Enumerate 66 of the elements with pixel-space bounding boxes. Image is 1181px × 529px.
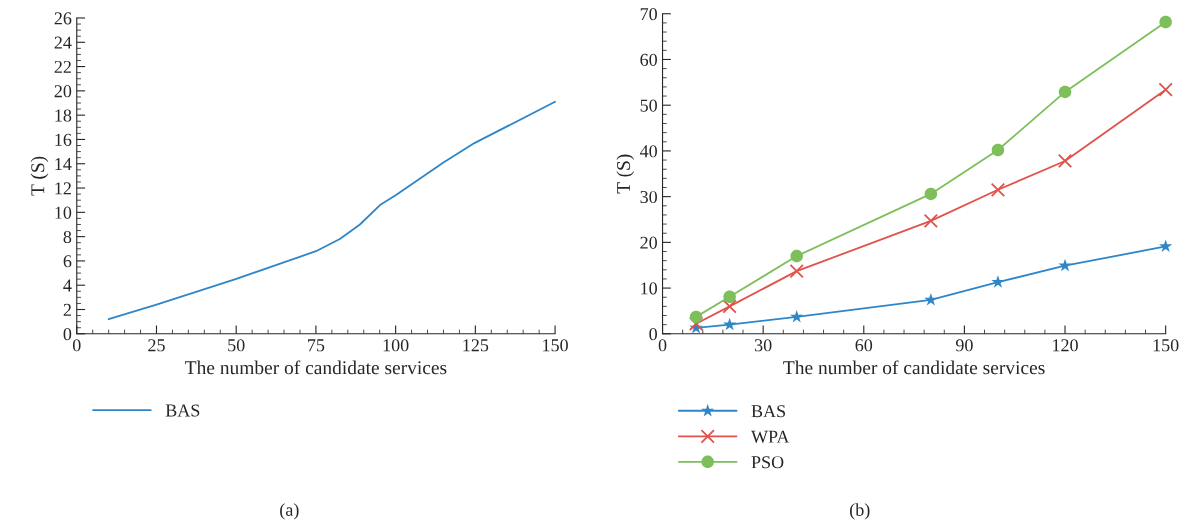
text: (a) bbox=[280, 503, 299, 520]
point bbox=[722, 299, 737, 314]
point bbox=[1058, 85, 1072, 99]
point bbox=[990, 182, 1006, 197]
point bbox=[688, 316, 704, 331]
y-tick-label: 12 bbox=[55, 182, 71, 195]
y-tick-label: 14 bbox=[55, 158, 72, 171]
x-tick-label: 0 bbox=[658, 339, 667, 352]
y-tick-label: 26 bbox=[54, 12, 72, 25]
y-tick-label: 20 bbox=[54, 85, 72, 98]
point bbox=[924, 293, 938, 306]
legend-label: WPA bbox=[751, 430, 790, 443]
y-tick-label: 4 bbox=[63, 279, 72, 292]
x-tick-label: 0 bbox=[72, 339, 81, 352]
point bbox=[790, 249, 803, 263]
y-tick-label: 40 bbox=[639, 145, 657, 158]
x-tick-label: 150 bbox=[543, 339, 568, 352]
line-series bbox=[107, 100, 556, 321]
y-tick-label: 70 bbox=[640, 8, 657, 21]
y-tick-label: 30 bbox=[640, 190, 657, 204]
y-tick-label: 10 bbox=[55, 206, 72, 219]
y-tick-label: 16 bbox=[55, 133, 72, 146]
point bbox=[723, 317, 737, 331]
y-tick-label: 0 bbox=[649, 328, 657, 341]
x-axis-title: The number of candidate services bbox=[185, 360, 447, 375]
point bbox=[790, 309, 804, 323]
point bbox=[923, 213, 939, 229]
y-tick-label: 50 bbox=[640, 99, 657, 112]
y-tick-label: 20 bbox=[640, 236, 657, 249]
y-tick-label: 10 bbox=[641, 282, 657, 295]
y-tick-label: 2 bbox=[63, 303, 71, 316]
y-tick-label: 8 bbox=[63, 230, 72, 244]
point bbox=[723, 290, 736, 304]
x-tick-label: 120 bbox=[1053, 339, 1078, 352]
point bbox=[1057, 153, 1073, 169]
text: (b) bbox=[850, 503, 870, 520]
point bbox=[924, 187, 938, 201]
y-tick-label: 24 bbox=[54, 36, 72, 49]
x-tick-label: 25 bbox=[148, 339, 165, 352]
point bbox=[1159, 239, 1173, 253]
x-tick-label: 100 bbox=[383, 339, 409, 352]
x-axis-title: The number of candidate services bbox=[783, 360, 1045, 375]
x-tick-label: 75 bbox=[308, 339, 325, 352]
y-tick-label: 22 bbox=[54, 60, 71, 73]
point bbox=[789, 264, 804, 279]
point bbox=[1058, 258, 1072, 272]
legend-label: BAS bbox=[165, 404, 200, 417]
x-tick-label: 150 bbox=[1153, 339, 1179, 352]
legend-label: PSO bbox=[751, 456, 784, 469]
point bbox=[1159, 15, 1172, 29]
x-tick-label: 90 bbox=[955, 339, 973, 352]
point bbox=[689, 310, 703, 324]
point bbox=[991, 143, 1005, 157]
point bbox=[1158, 82, 1173, 97]
y-axis-title: T (S) bbox=[30, 156, 49, 196]
x-tick-label: 60 bbox=[855, 339, 873, 352]
y-tick-label: 6 bbox=[63, 255, 72, 268]
y-tick-label: 18 bbox=[55, 109, 72, 122]
y-tick-label: 0 bbox=[63, 328, 72, 341]
legend-label: BAS bbox=[751, 405, 786, 418]
x-tick-label: 30 bbox=[755, 339, 772, 352]
x-tick-label: 125 bbox=[463, 339, 489, 352]
x-tick-label: 50 bbox=[228, 339, 245, 352]
point bbox=[991, 275, 1005, 288]
y-axis-title: T (S) bbox=[616, 154, 635, 194]
y-tick-label: 60 bbox=[640, 53, 657, 66]
